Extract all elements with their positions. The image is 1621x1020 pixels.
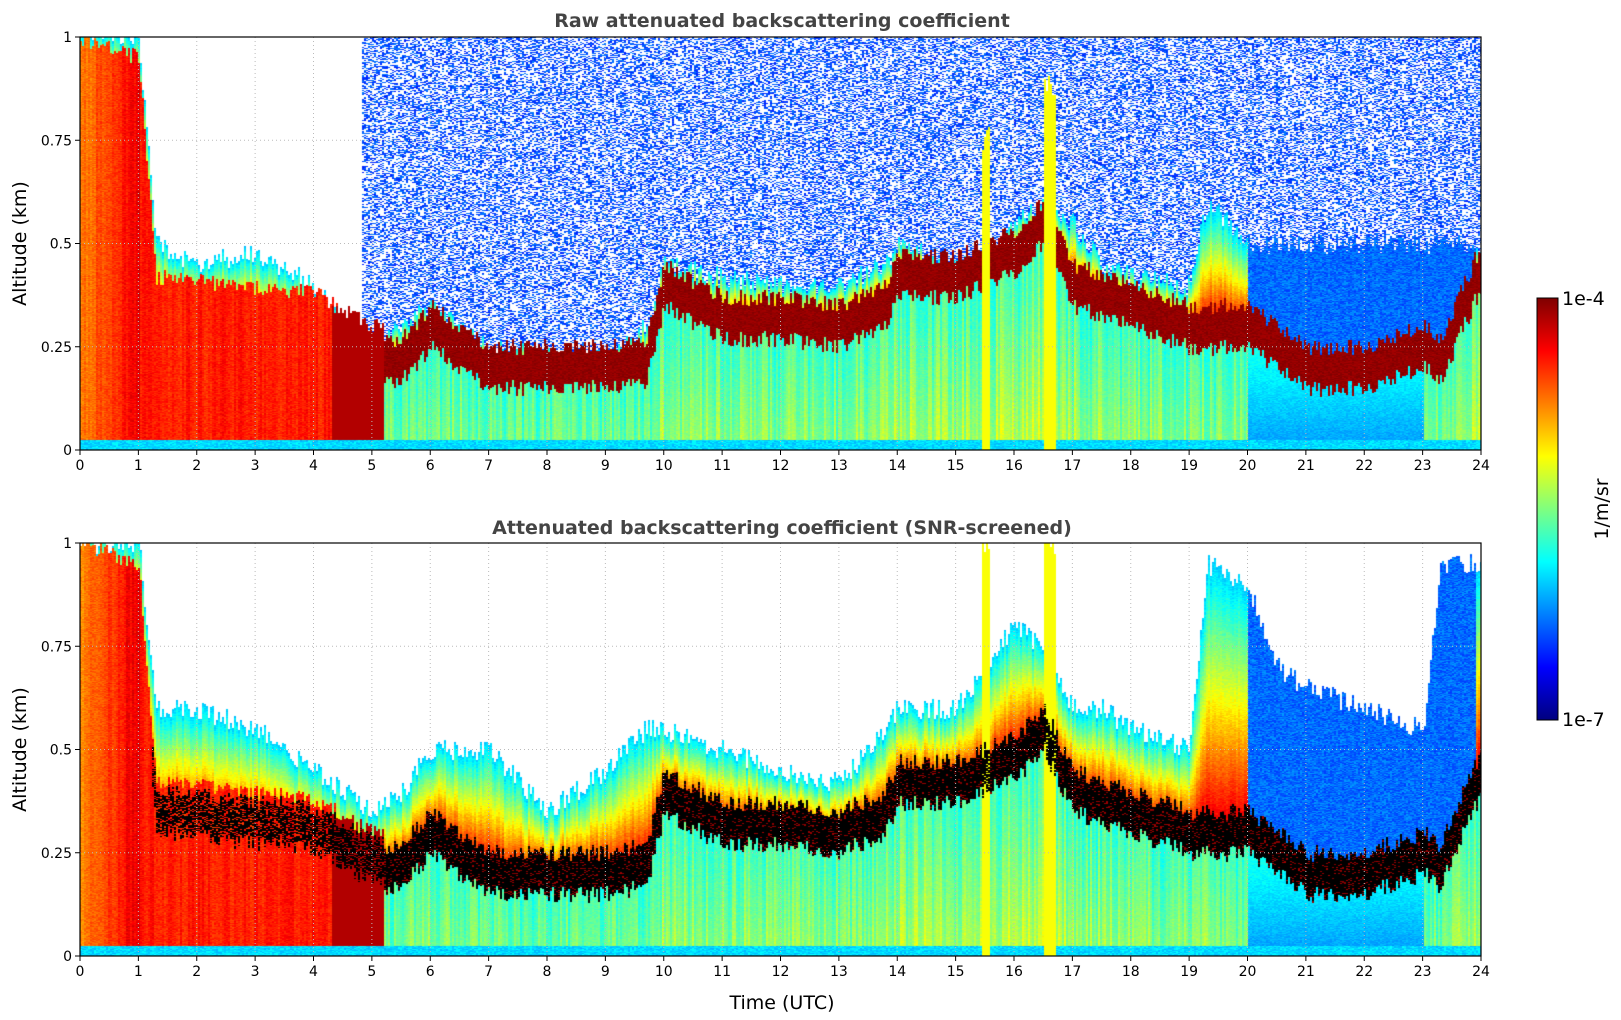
screened-x-ticks: 0 1 2 3 4 5 6 7 8 9 10 11 12 13 14 15 16 17 18 19 20 21 22 23 24 <box>76 956 1490 980</box>
y-tick-label: 0.25 <box>41 846 72 862</box>
x-tick-label: 16 <box>1005 458 1023 474</box>
x-tick-label: 6 <box>426 458 435 474</box>
x-tick-label: 0 <box>76 964 85 980</box>
x-tick-label: 21 <box>1297 964 1315 980</box>
x-tick-label: 18 <box>1122 458 1140 474</box>
x-tick-label: 2 <box>192 964 201 980</box>
y-tick-label: 0.5 <box>50 743 72 759</box>
x-tick-label: 3 <box>251 458 260 474</box>
x-tick-label: 11 <box>713 458 731 474</box>
y-tick-label: 0.75 <box>41 133 72 149</box>
x-tick-label: 19 <box>1180 964 1198 980</box>
x-tick-label: 6 <box>426 964 435 980</box>
raw-y-ticks: 0 0.25 0.5 0.75 1 <box>41 30 80 459</box>
x-tick-label: 17 <box>1063 458 1081 474</box>
x-tick-label: 7 <box>484 964 493 980</box>
x-tick-label: 19 <box>1180 458 1198 474</box>
x-tick-label: 8 <box>543 458 552 474</box>
x-axis-label: Time (UTC) <box>728 992 834 1014</box>
x-tick-label: 8 <box>543 964 552 980</box>
x-tick-label: 4 <box>309 458 318 474</box>
colorbar-min-label: 1e-7 <box>1562 709 1605 731</box>
x-tick-label: 2 <box>192 458 201 474</box>
x-tick-label: 15 <box>947 964 965 980</box>
x-tick-label: 14 <box>888 458 906 474</box>
x-tick-label: 13 <box>830 458 848 474</box>
screened-panel-title: Attenuated backscattering coefficient (S… <box>492 517 1072 539</box>
x-tick-label: 24 <box>1472 458 1490 474</box>
y-tick-label: 1 <box>63 536 72 552</box>
x-tick-label: 3 <box>251 964 260 980</box>
x-tick-label: 5 <box>367 964 376 980</box>
screened-backscatter-panel: Attenuated backscattering coefficient (S… <box>9 517 1490 1014</box>
y-tick-label: 0.5 <box>50 237 72 253</box>
raw-panel-title: Raw attenuated backscattering coefficien… <box>554 10 1010 32</box>
x-tick-label: 15 <box>947 458 965 474</box>
screened-y-axis-label: Altitude (km) <box>9 687 31 812</box>
y-tick-label: 0.25 <box>41 340 72 356</box>
x-tick-label: 21 <box>1297 458 1315 474</box>
y-tick-label: 1 <box>63 30 72 46</box>
x-tick-label: 10 <box>655 458 673 474</box>
x-tick-label: 20 <box>1239 964 1257 980</box>
x-tick-label: 5 <box>367 458 376 474</box>
x-tick-label: 23 <box>1414 964 1432 980</box>
x-tick-label: 1 <box>134 964 143 980</box>
raw-x-ticks: 0 1 2 3 4 5 6 7 8 9 10 11 12 13 14 15 16 17 18 19 20 21 22 23 24 <box>76 450 1490 474</box>
y-tick-label: 0.75 <box>41 639 72 655</box>
x-tick-label: 20 <box>1239 458 1257 474</box>
colorbar-max-label: 1e-4 <box>1562 288 1605 310</box>
x-tick-label: 9 <box>601 458 610 474</box>
x-tick-label: 4 <box>309 964 318 980</box>
raw-y-axis-label: Altitude (km) <box>9 181 31 306</box>
y-tick-label: 0 <box>63 443 72 459</box>
x-tick-label: 16 <box>1005 964 1023 980</box>
x-tick-label: 22 <box>1355 458 1373 474</box>
x-tick-label: 1 <box>134 458 143 474</box>
x-tick-label: 12 <box>772 964 790 980</box>
x-tick-label: 14 <box>888 964 906 980</box>
x-tick-label: 22 <box>1355 964 1373 980</box>
x-tick-label: 18 <box>1122 964 1140 980</box>
x-tick-label: 13 <box>830 964 848 980</box>
colorbar-unit-label: 1/m/sr <box>1591 478 1613 539</box>
x-tick-label: 9 <box>601 964 610 980</box>
screened-gridlines <box>80 543 1481 956</box>
x-tick-label: 24 <box>1472 964 1490 980</box>
x-tick-label: 12 <box>772 458 790 474</box>
colorbar: 1e-4 1e-7 1/m/sr <box>1536 288 1613 731</box>
x-tick-label: 17 <box>1063 964 1081 980</box>
x-tick-label: 7 <box>484 458 493 474</box>
raw-gridlines <box>80 37 1481 450</box>
x-tick-label: 23 <box>1414 458 1432 474</box>
raw-backscatter-panel: Raw attenuated backscattering coefficien… <box>9 10 1490 474</box>
screened-y-ticks: 0 0.25 0.5 0.75 1 <box>41 536 80 965</box>
x-tick-label: 0 <box>76 458 85 474</box>
colorbar-gradient <box>1536 297 1559 721</box>
x-tick-label: 10 <box>655 964 673 980</box>
y-tick-label: 0 <box>63 949 72 965</box>
x-tick-label: 11 <box>713 964 731 980</box>
